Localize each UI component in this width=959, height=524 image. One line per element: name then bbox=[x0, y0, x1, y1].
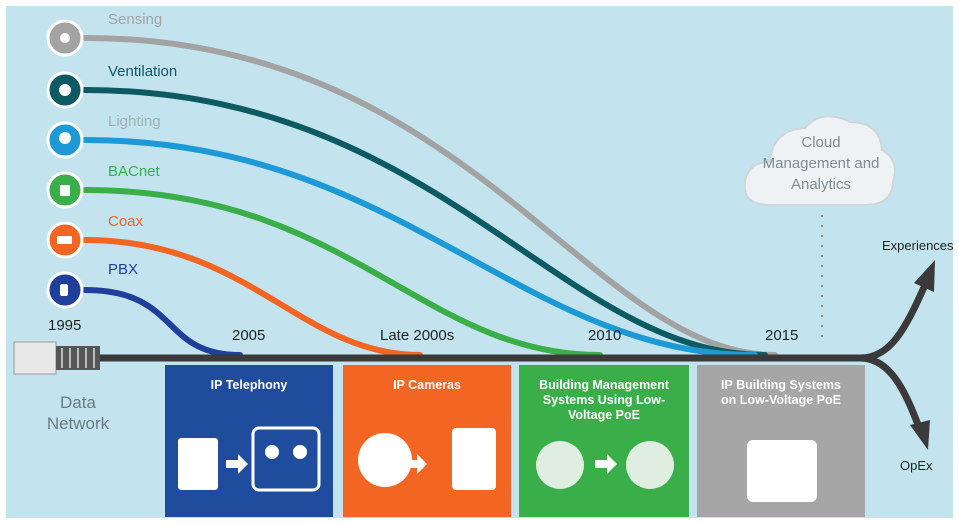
year-label: 2005 bbox=[232, 327, 265, 344]
source-label: Data Network bbox=[46, 393, 110, 433]
arrow-down bbox=[910, 420, 930, 450]
ventilation-curve bbox=[82, 87, 768, 358]
curves bbox=[82, 35, 778, 358]
stage-title: IP Telephony bbox=[210, 378, 288, 392]
coax-curve bbox=[82, 237, 423, 358]
arrow-up bbox=[914, 260, 935, 292]
year-label: 2010 bbox=[588, 327, 621, 344]
cloud bbox=[743, 115, 896, 206]
curve-label: PBX bbox=[108, 261, 138, 278]
outcome-label: Experiences bbox=[882, 238, 954, 253]
icon-glyphs bbox=[57, 33, 72, 296]
stage-title: IP Building Systems on Low-Voltage PoE bbox=[721, 378, 841, 407]
pbx-curve bbox=[82, 287, 243, 358]
curve-label: Ventilation bbox=[108, 63, 177, 80]
cloud-label: Cloud Management and Analytics bbox=[762, 134, 880, 193]
stage-box bbox=[519, 365, 689, 517]
stage-title: IP Cameras bbox=[393, 378, 461, 392]
stage-art bbox=[178, 426, 817, 502]
curve-label: Sensing bbox=[108, 11, 162, 28]
outcome-label: OpEx bbox=[900, 458, 933, 473]
curve-label: BACnet bbox=[108, 163, 161, 180]
sensing-curve bbox=[82, 35, 778, 358]
year-label: Late 2000s bbox=[380, 327, 454, 344]
curve-label: Coax bbox=[108, 213, 144, 230]
bacnet-curve bbox=[82, 187, 603, 358]
connector bbox=[13, 341, 100, 375]
curve-label: Lighting bbox=[108, 113, 161, 130]
stage-title: Building Management Systems Using Low-Vo… bbox=[539, 378, 669, 422]
lighting-curve bbox=[82, 137, 758, 358]
cable bbox=[100, 283, 929, 432]
year-label: 1995 bbox=[48, 317, 81, 334]
year-label: 2015 bbox=[765, 327, 798, 344]
